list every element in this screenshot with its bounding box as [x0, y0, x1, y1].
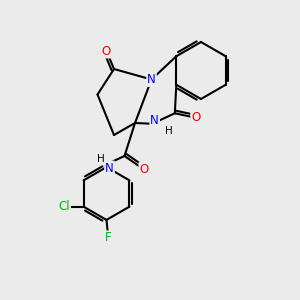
Text: H: H	[165, 126, 173, 136]
Text: O: O	[140, 163, 148, 176]
Text: F: F	[105, 231, 111, 244]
Text: O: O	[102, 44, 111, 58]
Text: N: N	[150, 114, 159, 127]
Text: N: N	[147, 73, 156, 86]
Text: Cl: Cl	[58, 200, 70, 213]
Text: H: H	[97, 154, 104, 164]
Text: O: O	[191, 111, 200, 124]
Text: N: N	[105, 161, 114, 175]
